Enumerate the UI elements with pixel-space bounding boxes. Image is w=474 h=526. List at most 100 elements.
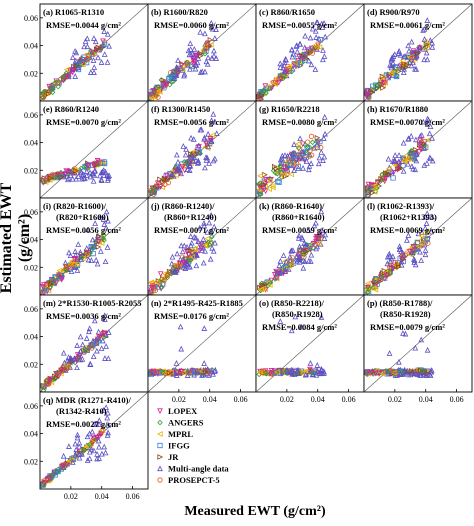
data-point (384, 260, 391, 267)
data-point (88, 342, 94, 348)
data-point (55, 173, 61, 179)
data-point (40, 384, 47, 390)
data-point (288, 46, 295, 53)
data-point (418, 336, 425, 343)
data-point (196, 149, 202, 155)
data-point (204, 60, 211, 67)
data-point (86, 246, 93, 253)
data-point (78, 256, 85, 263)
data-point (288, 327, 295, 334)
data-point (296, 232, 302, 239)
data-point (293, 152, 299, 159)
panel-title-g: (g) R1650/R2218 (259, 104, 320, 114)
data-point (275, 270, 282, 277)
data-point (365, 369, 371, 375)
data-point (387, 258, 394, 264)
data-point (101, 237, 107, 243)
data-point (85, 163, 91, 170)
data-point (419, 367, 426, 374)
data-point (182, 151, 189, 158)
data-point (66, 249, 72, 256)
data-point (375, 179, 381, 185)
data-point (399, 253, 405, 259)
data-point (54, 369, 61, 376)
y-tick-label: 0.04 (24, 430, 38, 439)
data-point (157, 454, 164, 460)
data-point (310, 371, 316, 377)
panel-subtitle-p: (R850-R1928) (380, 309, 431, 319)
data-point (176, 260, 183, 267)
data-point (299, 52, 306, 59)
data-point (151, 89, 157, 96)
data-point (206, 372, 212, 378)
data-point (382, 175, 389, 182)
data-point (186, 167, 193, 173)
data-point (318, 20, 325, 27)
data-point (157, 176, 163, 183)
data-point (105, 177, 111, 183)
data-point (200, 236, 207, 242)
data-point (302, 32, 309, 39)
data-point (195, 55, 202, 61)
data-point (418, 146, 424, 153)
data-point (320, 56, 326, 63)
data-point (182, 265, 189, 271)
data-point (413, 157, 420, 164)
data-point (268, 85, 275, 92)
data-point (290, 50, 297, 57)
data-point (385, 171, 392, 178)
data-point (98, 176, 105, 183)
data-point (305, 227, 312, 233)
data-point (183, 260, 190, 266)
data-point (396, 263, 402, 270)
panel-subtitle-q: (R1342-R410) (56, 406, 107, 416)
data-point (94, 336, 101, 343)
data-point (44, 282, 50, 288)
data-point (90, 49, 96, 56)
data-point (193, 52, 200, 59)
data-point (208, 239, 215, 245)
data-point (396, 152, 402, 158)
data-point (195, 157, 202, 164)
data-point (274, 369, 280, 375)
data-point (58, 464, 65, 471)
data-point (387, 70, 394, 77)
data-point (200, 259, 207, 266)
data-point (373, 276, 379, 282)
data-point (418, 132, 425, 138)
data-point (286, 157, 292, 163)
data-point (289, 150, 296, 157)
data-point (194, 59, 201, 66)
data-point (185, 47, 192, 54)
data-point (184, 62, 190, 69)
data-point (157, 184, 164, 190)
data-point (307, 258, 314, 264)
data-point (60, 74, 67, 80)
data-point (277, 318, 284, 324)
data-point (405, 371, 412, 378)
data-point (409, 148, 415, 154)
data-point (169, 370, 176, 377)
data-point (60, 452, 67, 459)
data-point (53, 280, 59, 287)
data-point (162, 181, 168, 187)
panel-title-e: (e) R860/R1240 (43, 104, 99, 114)
data-point (308, 61, 315, 68)
data-point (280, 252, 287, 258)
data-point (379, 171, 386, 178)
data-point (320, 157, 326, 163)
data-point (283, 264, 290, 271)
data-point (400, 167, 407, 174)
data-point (396, 246, 403, 252)
data-point (263, 85, 269, 91)
data-point (380, 85, 386, 91)
data-point (52, 280, 58, 287)
data-point (213, 26, 219, 32)
data-point (62, 74, 69, 81)
data-point (188, 134, 194, 141)
data-point (151, 189, 157, 195)
data-point (90, 177, 97, 184)
data-point (379, 370, 386, 377)
data-point (198, 368, 205, 375)
data-point (188, 247, 195, 254)
